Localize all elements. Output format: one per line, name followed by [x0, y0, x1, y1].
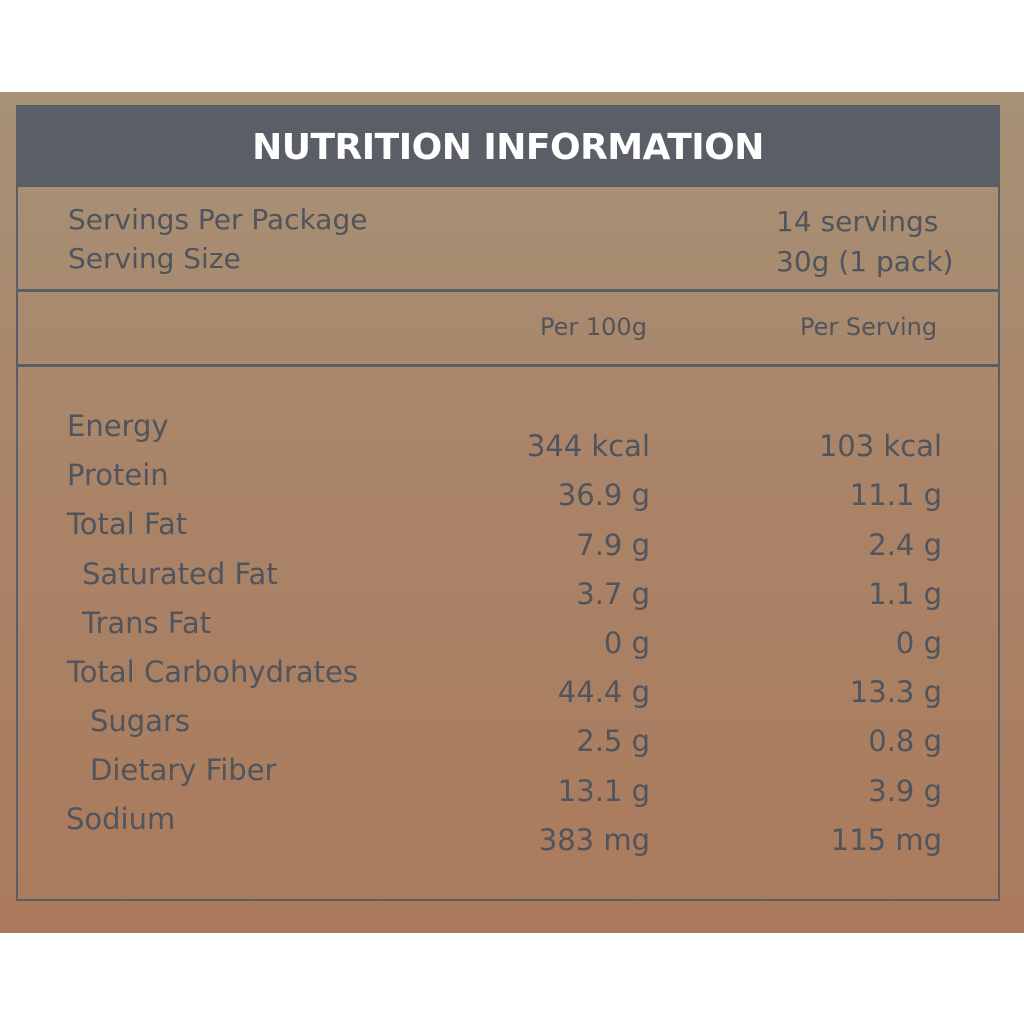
nutrient-name: Trans Fat	[82, 606, 212, 640]
nutrient-name: Total Fat	[67, 507, 188, 541]
nutrient-per-100g: 13.1 g	[557, 774, 650, 808]
nutrient-per-serving: 3.9 g	[868, 774, 942, 808]
title-bar: NUTRITION INFORMATION	[18, 107, 998, 187]
divider-servings	[18, 289, 998, 292]
nutrient-per-100g: 7.9 g	[576, 528, 650, 562]
nutrient-per-serving: 13.3 g	[849, 675, 942, 709]
servings-per-package-value: 14 servings	[776, 205, 939, 238]
nutrient-name: Saturated Fat	[82, 557, 278, 591]
nutrient-per-100g: 344 kcal	[526, 429, 650, 463]
nutrient-per-100g: 44.4 g	[557, 675, 650, 709]
nutrient-name: Protein	[67, 458, 169, 492]
serving-size-label: Serving Size	[68, 242, 241, 275]
nutrient-per-serving: 103 kcal	[818, 429, 942, 463]
nutrient-per-serving: 115 mg	[830, 823, 942, 857]
column-header-per-serving: Per Serving	[800, 313, 938, 341]
nutrient-per-100g: 36.9 g	[557, 478, 650, 512]
nutrient-per-serving: 0.8 g	[868, 724, 942, 758]
background-band	[0, 92, 1024, 933]
nutrient-name: Sugars	[90, 704, 190, 738]
nutrient-per-serving: 11.1 g	[849, 478, 942, 512]
nutrient-per-serving: 2.4 g	[868, 528, 942, 562]
nutrient-per-serving: 1.1 g	[868, 577, 942, 611]
page-title: NUTRITION INFORMATION	[252, 126, 764, 168]
nutrient-per-100g: 383 mg	[538, 823, 650, 857]
nutrient-per-100g: 2.5 g	[576, 724, 650, 758]
column-header-per-100g: Per 100g	[540, 313, 647, 341]
nutrient-per-100g: 3.7 g	[576, 577, 650, 611]
nutrient-name: Sodium	[66, 802, 176, 836]
nutrient-name: Total Carbohydrates	[67, 655, 359, 689]
serving-size-value: 30g (1 pack)	[776, 245, 954, 278]
nutrient-name: Dietary Fiber	[90, 753, 277, 787]
divider-columns	[18, 364, 998, 367]
nutrient-per-serving: 0 g	[895, 626, 942, 660]
nutrition-panel: NUTRITION INFORMATION Servings Per Packa…	[16, 105, 1000, 901]
servings-per-package-label: Servings Per Package	[68, 203, 368, 236]
nutrient-name: Energy	[67, 409, 169, 443]
nutrient-per-100g: 0 g	[603, 626, 650, 660]
